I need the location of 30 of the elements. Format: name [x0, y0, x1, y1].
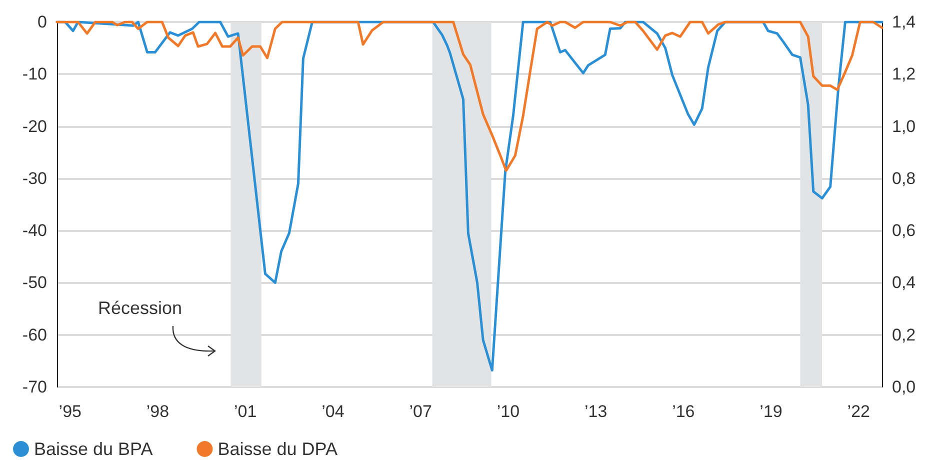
y2-tick-label: 0,2	[892, 325, 916, 344]
y-tick-label: -50	[22, 273, 47, 292]
x-tick-label: ’04	[322, 402, 344, 421]
x-tick-label: ’22	[847, 402, 870, 421]
x-tick-label: ’13	[584, 402, 608, 421]
y2-tick-label: 0,8	[892, 168, 916, 188]
legend-label: Baisse du DPA	[218, 439, 338, 459]
y2-tick-label: 0,4	[892, 273, 916, 292]
y-tick-label: -30	[22, 168, 47, 188]
y2-tick-label: 1,2	[892, 64, 916, 84]
y2-tick-label: 1,4	[892, 12, 916, 32]
line-series	[56, 20, 884, 172]
y-tick-label: 0	[38, 12, 47, 32]
x-tick-label: ’95	[58, 402, 82, 421]
x-tick-label: ’10	[496, 402, 520, 421]
x-tick-label: ’07	[409, 402, 432, 421]
x-tick-label: ’19	[760, 402, 782, 421]
y2-tick-label: 1,0	[892, 116, 916, 136]
x-tick-label: ’98	[146, 402, 170, 421]
x-tick-label: ’16	[672, 402, 695, 421]
y2-tick-label: 0,0	[892, 378, 916, 396]
x-tick-label: ’01	[234, 402, 257, 421]
y-tick-label: -40	[22, 221, 47, 240]
y-tick-label: -20	[22, 116, 47, 136]
legend-label: Baisse du BPA	[34, 439, 153, 459]
y2-tick-label: 0,6	[892, 221, 916, 240]
annotation: Récession	[98, 298, 182, 319]
y-tick-label: -60	[22, 325, 47, 344]
y-tick-label: -70	[22, 378, 47, 396]
y-tick-label: -10	[22, 64, 47, 84]
